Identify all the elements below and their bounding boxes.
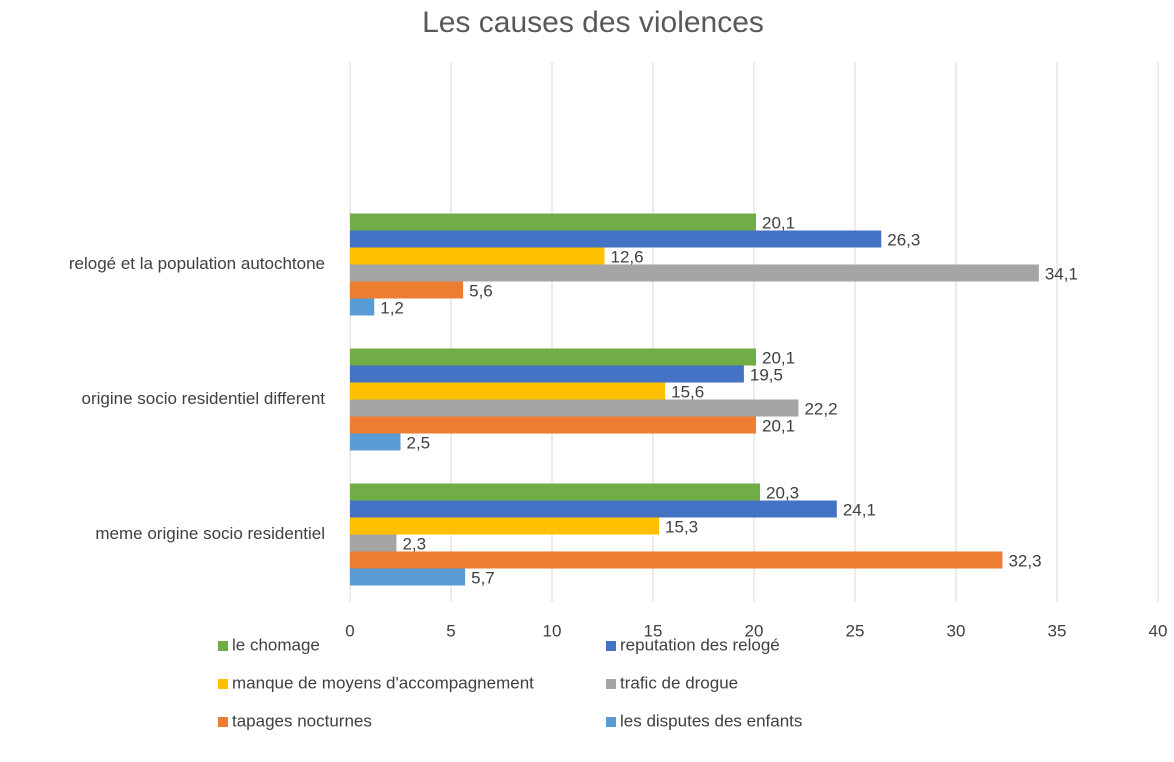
- data-label: 15,6: [671, 382, 704, 401]
- data-label: 2,3: [402, 534, 426, 553]
- x-tick-label: 10: [543, 621, 562, 640]
- bar: [350, 517, 660, 535]
- x-tick-label: 20: [745, 621, 764, 640]
- x-tick-label: 25: [846, 621, 865, 640]
- legend-marker: [218, 717, 228, 727]
- legend-marker: [218, 641, 228, 651]
- y-tick-label: origine socio residentiel different: [82, 389, 326, 408]
- data-label: 12,6: [611, 247, 644, 266]
- data-label: 5,6: [469, 281, 493, 300]
- legend-marker: [606, 717, 616, 727]
- x-tick-label: 30: [947, 621, 966, 640]
- bar: [350, 281, 464, 299]
- bar: [350, 483, 761, 501]
- bar: [350, 534, 397, 552]
- bar: [350, 500, 837, 518]
- legend-marker: [218, 679, 228, 689]
- y-tick-label: relogé et la population autochtone: [69, 254, 325, 273]
- data-label: 20,1: [762, 348, 795, 367]
- data-label: 22,2: [804, 399, 837, 418]
- data-label: 1,2: [380, 298, 404, 317]
- data-label: 5,7: [471, 568, 495, 587]
- data-label: 24,1: [843, 500, 876, 519]
- data-label: 19,5: [750, 365, 783, 384]
- legend-marker: [606, 679, 616, 689]
- legend-label: tapages nocturnes: [232, 711, 372, 730]
- legend-label: les disputes des enfants: [620, 711, 802, 730]
- data-label: 32,3: [1008, 551, 1041, 570]
- bar: [350, 399, 799, 417]
- y-tick-label: meme origine socio residentiel: [95, 524, 325, 543]
- legend-label: reputation des relogé: [620, 635, 780, 654]
- bar: [350, 416, 757, 434]
- bar: [350, 264, 1039, 282]
- bar: [350, 213, 757, 231]
- bar: [350, 365, 744, 383]
- x-tick-label: 5: [446, 621, 455, 640]
- data-label: 20,3: [766, 483, 799, 502]
- data-label: 34,1: [1045, 264, 1078, 283]
- data-label: 20,1: [762, 416, 795, 435]
- legend-label: trafic de drogue: [620, 673, 738, 692]
- bar: [350, 247, 605, 265]
- legend-marker: [606, 641, 616, 651]
- chart-title: Les causes des violences: [422, 6, 764, 39]
- bar: [350, 568, 466, 586]
- bar: [350, 298, 375, 316]
- bar: [350, 433, 401, 451]
- data-label: 15,3: [665, 517, 698, 536]
- x-tick-label: 15: [644, 621, 663, 640]
- data-label: 20,1: [762, 213, 795, 232]
- bar: [350, 348, 757, 366]
- x-tick-label: 0: [345, 621, 354, 640]
- x-tick-label: 35: [1048, 621, 1067, 640]
- legend-label: le chomage: [232, 635, 320, 654]
- bar: [350, 230, 882, 248]
- data-label: 26,3: [887, 230, 920, 249]
- legend-label: manque de moyens d'accompagnement: [232, 673, 534, 692]
- x-tick-label: 40: [1149, 621, 1168, 640]
- bar: [350, 382, 666, 400]
- bar: [350, 551, 1003, 569]
- data-label: 2,5: [407, 433, 431, 452]
